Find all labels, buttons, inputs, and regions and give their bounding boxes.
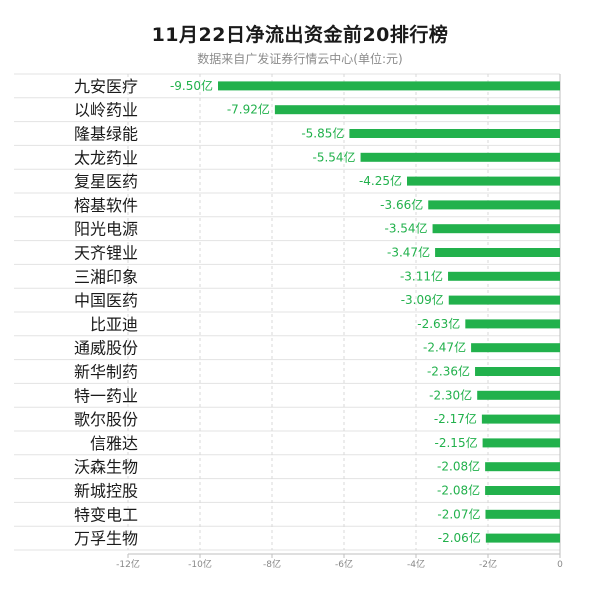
value-label: -4.25亿 (359, 173, 402, 188)
bar (475, 367, 560, 376)
bar (448, 271, 560, 281)
category-label: 比亚迪 (90, 315, 138, 334)
category-label: 信雅达 (90, 434, 138, 453)
value-label: -3.11亿 (400, 268, 443, 283)
value-label: -9.50亿 (170, 78, 213, 93)
value-label: -2.08亿 (437, 483, 480, 498)
category-label: 新城控股 (74, 482, 138, 501)
value-label: -2.36亿 (427, 364, 470, 379)
category-label: 歌尔股份 (74, 410, 138, 429)
value-label: -3.09亿 (401, 292, 444, 307)
bar (471, 343, 560, 353)
bar (360, 152, 560, 162)
category-label: 天齐锂业 (74, 244, 138, 263)
category-label: 九安医疗 (74, 77, 138, 96)
category-label: 通威股份 (74, 339, 138, 358)
value-label: -2.63亿 (417, 316, 460, 331)
bar (482, 438, 560, 448)
category-label: 隆基绿能 (74, 125, 138, 144)
x-tick-label: -2亿 (479, 558, 497, 570)
value-label: -3.54亿 (384, 221, 427, 236)
category-label: 榕基软件 (74, 196, 138, 215)
bar (477, 390, 560, 400)
x-tick-label: -6亿 (335, 558, 353, 570)
chart-subtitle: 数据来自广发证券行情云中心(单位:元) (197, 52, 403, 66)
x-tick-label: 0 (557, 560, 563, 570)
value-label: -2.08亿 (437, 459, 480, 474)
value-label: -3.66亿 (380, 197, 423, 212)
bar (481, 414, 560, 424)
category-label: 沃森生物 (74, 458, 138, 477)
x-tick-label: -8亿 (263, 558, 281, 570)
bar (407, 176, 560, 186)
bar (432, 224, 560, 234)
value-label: -5.85亿 (301, 126, 344, 141)
value-label: -2.47亿 (423, 340, 466, 355)
category-label: 新华制药 (74, 363, 138, 382)
bar (465, 319, 560, 329)
x-tick-label: -10亿 (188, 558, 212, 570)
value-label: -5.54亿 (312, 149, 355, 164)
category-label: 以岭药业 (74, 101, 138, 120)
bar (485, 509, 560, 519)
bar (218, 81, 560, 91)
bar (485, 462, 560, 472)
value-label: -2.06亿 (438, 530, 481, 545)
x-tick-label: -12亿 (116, 558, 140, 570)
value-label: -2.07亿 (437, 506, 480, 521)
bar (349, 129, 560, 138)
value-label: -2.15亿 (435, 435, 478, 450)
category-label: 万孚生物 (74, 529, 138, 548)
category-label: 太龙药业 (74, 148, 138, 167)
category-label: 特变电工 (74, 505, 138, 524)
bar (274, 105, 560, 115)
category-label: 复星医药 (74, 172, 138, 191)
category-label: 三湘印象 (74, 267, 138, 286)
chart-title: 11月22日净流出资金前20排行榜 (151, 24, 449, 46)
bar (448, 295, 560, 305)
category-label: 阳光电源 (74, 220, 138, 239)
value-label: -3.47亿 (387, 245, 430, 260)
category-label: 中国医药 (74, 291, 138, 310)
bar (428, 200, 560, 210)
bar (485, 533, 560, 543)
value-label: -2.30亿 (429, 387, 472, 402)
value-label: -2.17亿 (434, 411, 477, 426)
x-tick-label: -4亿 (407, 558, 425, 570)
bar (485, 486, 560, 495)
bar (435, 248, 560, 257)
category-label: 特一药业 (74, 386, 138, 405)
value-label: -7.92亿 (227, 102, 270, 117)
